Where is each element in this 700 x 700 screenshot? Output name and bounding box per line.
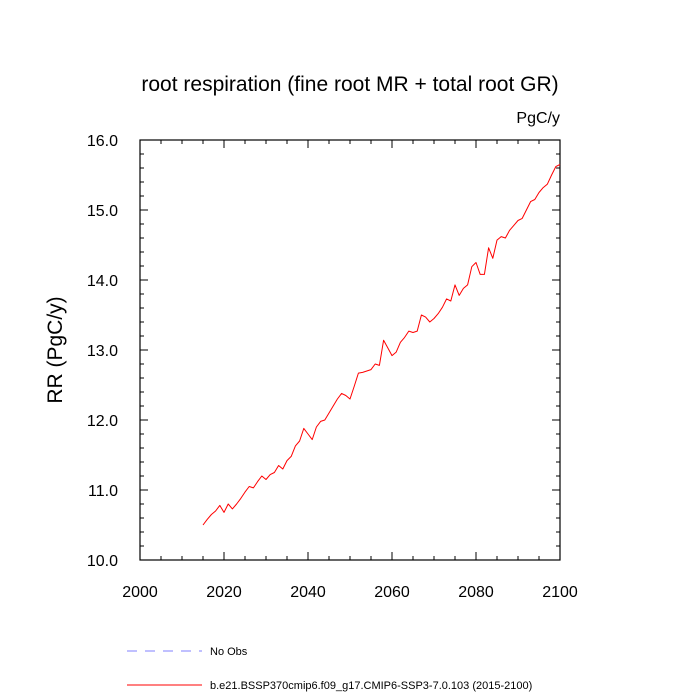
y-tick-label: 11.0 (88, 483, 118, 500)
x-tick-label: 2100 (542, 584, 578, 601)
y-tick-label: 12.0 (87, 413, 118, 430)
y-tick-label: 10.0 (87, 553, 118, 570)
x-tick-label: 2020 (206, 584, 242, 601)
plot-area (139, 139, 561, 561)
y-tick-label: 13.0 (87, 343, 118, 360)
x-tick-label: 2080 (458, 584, 494, 601)
y-axis-label: RR (PgC/y) (44, 296, 67, 403)
legend-label-no-obs: No Obs (210, 646, 248, 658)
y-tick-label: 14.0 (87, 273, 118, 290)
axis-ticks (139, 139, 561, 561)
legend: No Obs b.e21.BSSP370cmip6.f09_g17.CMIP6-… (127, 646, 532, 692)
y-tick-label: 16.0 (87, 133, 118, 150)
x-tick-label: 2040 (290, 584, 326, 601)
x-tick-label: 2000 (122, 584, 158, 601)
chart-title: root respiration (fine root MR + total r… (141, 73, 558, 96)
plot-frame (139, 139, 561, 561)
y-tick-label: 15.0 (87, 203, 118, 220)
units-label: PgC/y (516, 110, 560, 127)
axis-tick-labels: 2000 2020 2040 2060 2080 2100 10.0 11.0 12.0 13.0… (87, 133, 578, 601)
x-tick-label: 2060 (374, 584, 410, 601)
series-layer (202, 164, 561, 526)
series-line-1 (202, 164, 561, 526)
legend-label-simulation: b.e21.BSSP370cmip6.f09_g17.CMIP6-SSP3-7.… (210, 680, 532, 692)
